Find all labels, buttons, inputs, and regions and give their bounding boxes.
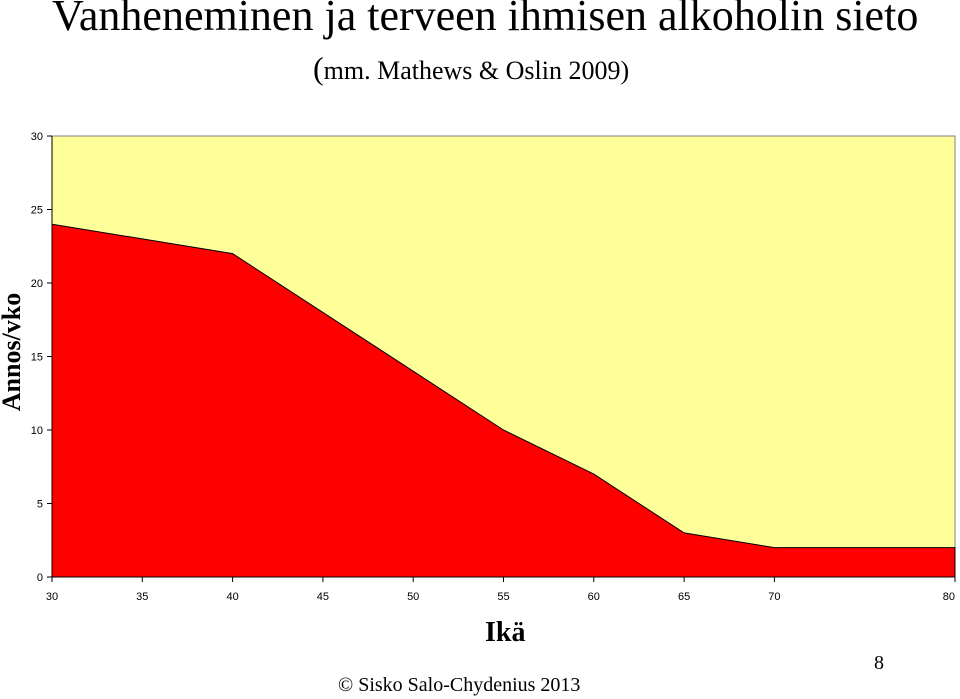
y-tick-label: 5 [37, 499, 43, 511]
page-number: 8 [874, 652, 884, 674]
y-tick-label: 10 [31, 425, 43, 437]
x-tick-label: 80 [943, 591, 955, 603]
y-tick-label: 20 [31, 278, 43, 290]
area-series [51, 223, 956, 578]
x-tick-label: 65 [678, 591, 690, 603]
x-tick-label: 35 [136, 591, 148, 603]
y-axis-label: Annos/vko [0, 293, 26, 412]
y-tick-label: 0 [37, 572, 43, 584]
x-tick-label: 70 [768, 591, 780, 603]
x-tick-label: 50 [407, 591, 419, 603]
x-tick-label: 55 [497, 591, 509, 603]
subtitle-text: mm. Mathews & Oslin 2009) [323, 56, 630, 85]
y-tick-label: 30 [31, 131, 43, 143]
x-tick-label: 30 [46, 591, 58, 603]
copyright-text: © Sisko Salo-Chydenius 2013 [338, 674, 581, 696]
x-axis: 30 35 40 45 50 55 60 65 70 80 [46, 576, 956, 603]
x-tick-label: 60 [588, 591, 600, 603]
slide-title: Vanheneminen ja terveen ihmisen alkoholi… [52, 0, 919, 40]
y-axis: 0 5 10 15 20 25 30 [31, 131, 53, 584]
x-axis-label: Ikä [485, 617, 526, 648]
x-tick-label: 45 [317, 591, 329, 603]
subtitle-paren: ( [313, 50, 324, 86]
y-tick-label: 15 [31, 352, 43, 364]
x-tick-label: 40 [226, 591, 238, 603]
slide-subtitle: (mm. Mathews & Oslin 2009) [313, 50, 629, 87]
y-tick-label: 25 [31, 205, 43, 217]
